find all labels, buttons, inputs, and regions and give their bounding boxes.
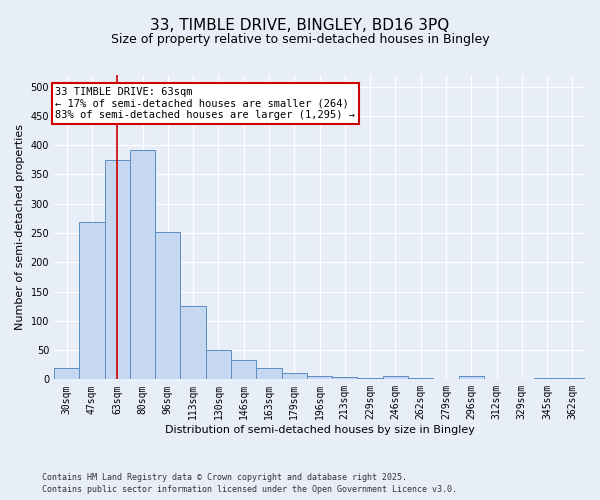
Bar (181, 306, 206, 380)
Bar (79, 222, 104, 380)
Bar (408, 378, 433, 380)
Text: Size of property relative to semi-detached houses in Bingley: Size of property relative to semi-detach… (110, 32, 490, 46)
Bar (206, 350, 231, 380)
Bar (383, 376, 408, 380)
Y-axis label: Number of semi-detached properties: Number of semi-detached properties (15, 124, 25, 330)
Text: Contains public sector information licensed under the Open Government Licence v3: Contains public sector information licen… (42, 485, 457, 494)
Bar (307, 376, 332, 380)
Bar (155, 232, 181, 380)
Bar (104, 160, 130, 380)
Bar (358, 378, 383, 380)
Bar (560, 378, 585, 380)
Text: 33, TIMBLE DRIVE, BINGLEY, BD16 3PQ: 33, TIMBLE DRIVE, BINGLEY, BD16 3PQ (151, 18, 449, 32)
Bar (256, 368, 281, 380)
Bar (231, 360, 256, 380)
Bar (54, 368, 79, 380)
Bar (535, 378, 560, 380)
X-axis label: Distribution of semi-detached houses by size in Bingley: Distribution of semi-detached houses by … (164, 425, 475, 435)
Text: 33 TIMBLE DRIVE: 63sqm
← 17% of semi-detached houses are smaller (264)
83% of se: 33 TIMBLE DRIVE: 63sqm ← 17% of semi-det… (55, 86, 355, 120)
Bar (281, 374, 307, 380)
Text: Contains HM Land Registry data © Crown copyright and database right 2025.: Contains HM Land Registry data © Crown c… (42, 472, 407, 482)
Bar (130, 150, 155, 380)
Bar (458, 376, 484, 380)
Bar (332, 377, 358, 380)
